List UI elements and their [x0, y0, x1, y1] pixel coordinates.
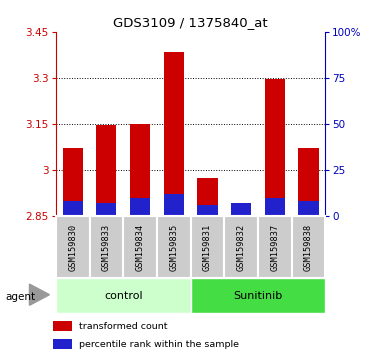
- Bar: [96, 203, 116, 216]
- Bar: [298, 148, 318, 216]
- Text: GSM159838: GSM159838: [304, 223, 313, 270]
- Text: GSM159830: GSM159830: [68, 223, 77, 270]
- Text: agent: agent: [6, 292, 36, 302]
- Bar: [164, 194, 184, 216]
- FancyBboxPatch shape: [191, 216, 224, 278]
- Bar: [53, 321, 72, 331]
- Title: GDS3109 / 1375840_at: GDS3109 / 1375840_at: [113, 16, 268, 29]
- Bar: [130, 198, 150, 216]
- Bar: [197, 205, 218, 216]
- FancyBboxPatch shape: [224, 216, 258, 278]
- Bar: [53, 339, 72, 349]
- FancyBboxPatch shape: [191, 278, 325, 313]
- Bar: [62, 201, 83, 216]
- Bar: [231, 204, 251, 216]
- Text: percentile rank within the sample: percentile rank within the sample: [79, 340, 239, 349]
- Bar: [62, 148, 83, 216]
- Bar: [197, 178, 218, 216]
- Polygon shape: [30, 284, 49, 305]
- FancyBboxPatch shape: [157, 216, 191, 278]
- Text: GSM159834: GSM159834: [136, 223, 144, 270]
- Bar: [298, 201, 318, 216]
- Bar: [130, 124, 150, 216]
- Text: transformed count: transformed count: [79, 322, 167, 331]
- Text: Sunitinib: Sunitinib: [233, 291, 283, 301]
- Text: GSM159837: GSM159837: [270, 223, 279, 270]
- Text: GSM159832: GSM159832: [237, 223, 246, 270]
- Text: GSM159831: GSM159831: [203, 223, 212, 270]
- Bar: [96, 125, 116, 216]
- FancyBboxPatch shape: [123, 216, 157, 278]
- FancyBboxPatch shape: [56, 216, 89, 278]
- FancyBboxPatch shape: [258, 216, 292, 278]
- FancyBboxPatch shape: [292, 216, 325, 278]
- Text: GSM159833: GSM159833: [102, 223, 111, 270]
- Text: control: control: [104, 291, 142, 301]
- FancyBboxPatch shape: [89, 216, 123, 278]
- Bar: [164, 52, 184, 216]
- Bar: [265, 79, 285, 216]
- Bar: [231, 203, 251, 216]
- Text: GSM159835: GSM159835: [169, 223, 178, 270]
- FancyBboxPatch shape: [56, 278, 191, 313]
- Bar: [265, 198, 285, 216]
